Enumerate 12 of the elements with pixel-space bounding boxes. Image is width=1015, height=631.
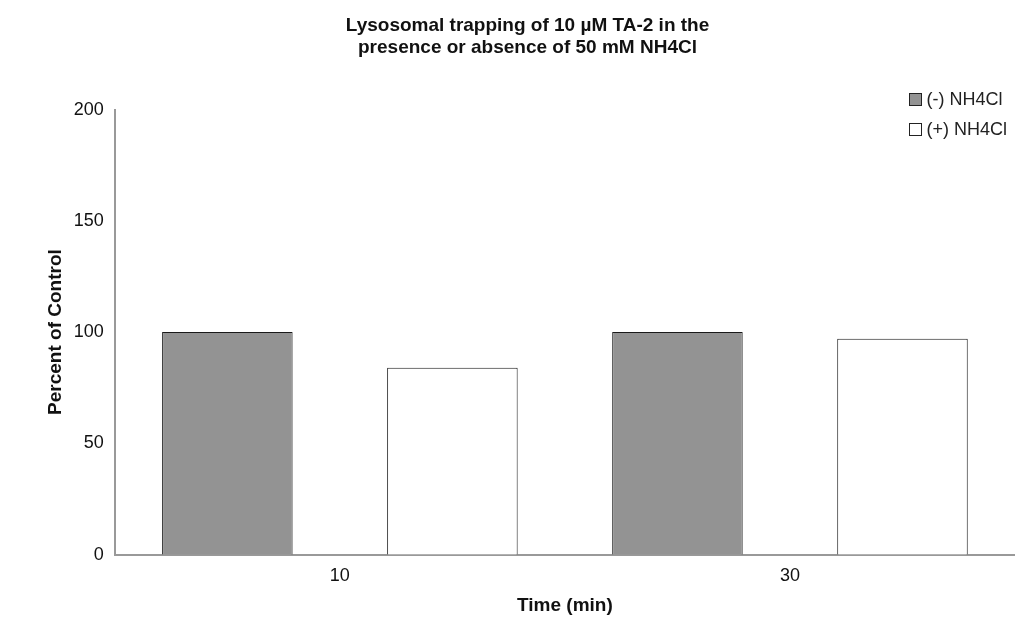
- y-tick-label: 150: [73, 209, 104, 230]
- x-tick-label: 10: [329, 565, 350, 586]
- legend-label: (-) NH4Cl: [926, 89, 1003, 109]
- text: (+) NH4Cl: [926, 119, 1007, 139]
- y-axis-title: Percent of Control: [43, 249, 65, 415]
- chart-title: Lysosomal trapping of 10 µM TA-2 in the presence or absence of 50 mM NH4Cl: [345, 13, 710, 58]
- y-tick-label: 50: [83, 432, 104, 453]
- x-tick-label: 30: [779, 565, 800, 586]
- x-axis-title: Time (min): [517, 593, 613, 615]
- y-tick-label: 100: [73, 321, 104, 342]
- y-tick-label: 200: [73, 98, 104, 119]
- y-tick-label: 0: [93, 543, 104, 564]
